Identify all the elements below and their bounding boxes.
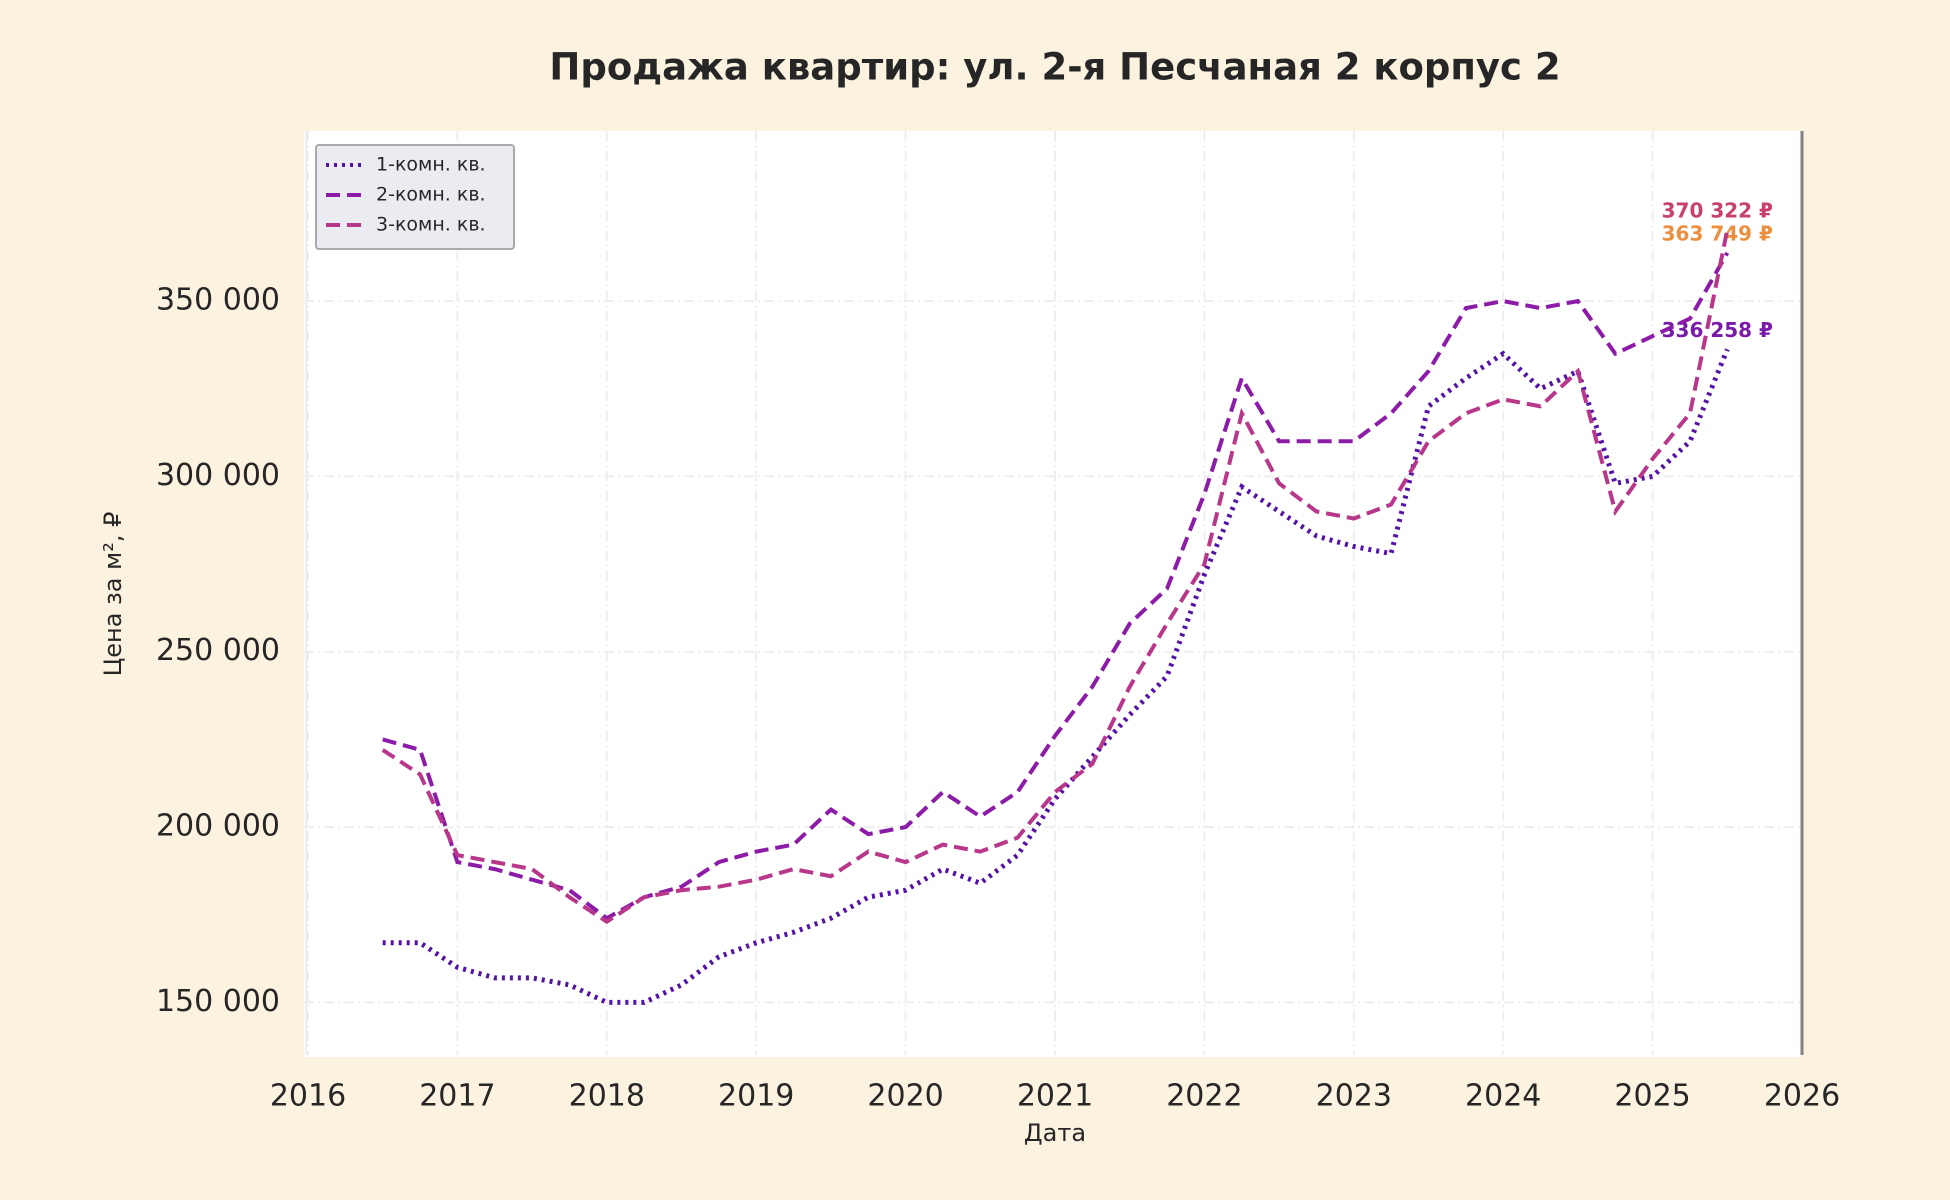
x-tick-label: 2023 xyxy=(1316,1079,1392,1114)
legend-label: 2-комн. кв. xyxy=(376,184,486,206)
x-axis-label: Дата xyxy=(1024,1119,1086,1147)
x-tick-label: 2025 xyxy=(1614,1079,1690,1114)
y-tick-label: 250 000 xyxy=(156,633,280,668)
legend-label: 1-комн. кв. xyxy=(376,154,486,176)
series-line xyxy=(382,251,1730,921)
value-label: 336 258 ₽ xyxy=(1662,318,1773,342)
y-tick-label: 150 000 xyxy=(156,984,280,1019)
y-axis-label: Цена за м², ₽ xyxy=(99,512,127,677)
x-tick-label: 2026 xyxy=(1764,1079,1840,1114)
x-tick-label: 2017 xyxy=(419,1079,495,1114)
series-line xyxy=(382,348,1730,1005)
y-tick-label: 350 000 xyxy=(156,283,280,318)
value-label: 370 322 ₽ xyxy=(1662,198,1773,222)
x-tick-label: 2020 xyxy=(867,1079,943,1114)
x-tick-label: 2024 xyxy=(1465,1079,1541,1114)
x-tick-label: 2019 xyxy=(718,1079,794,1114)
x-tick-label: 2022 xyxy=(1166,1079,1242,1114)
y-tick-label: 200 000 xyxy=(156,809,280,844)
series-line xyxy=(381,229,1730,925)
plot-area xyxy=(304,131,1802,1057)
value-label: 363 749 ₽ xyxy=(1662,221,1773,245)
y-tick-label: 300 000 xyxy=(156,458,280,493)
x-tick-label: 2016 xyxy=(270,1079,346,1114)
chart-title: Продажа квартир: ул. 2-я Песчаная 2 корп… xyxy=(549,46,1560,89)
legend-label: 3-комн. кв. xyxy=(376,214,486,236)
legend-box xyxy=(315,144,515,250)
x-tick-label: 2018 xyxy=(569,1079,645,1114)
x-tick-label: 2021 xyxy=(1017,1079,1093,1114)
